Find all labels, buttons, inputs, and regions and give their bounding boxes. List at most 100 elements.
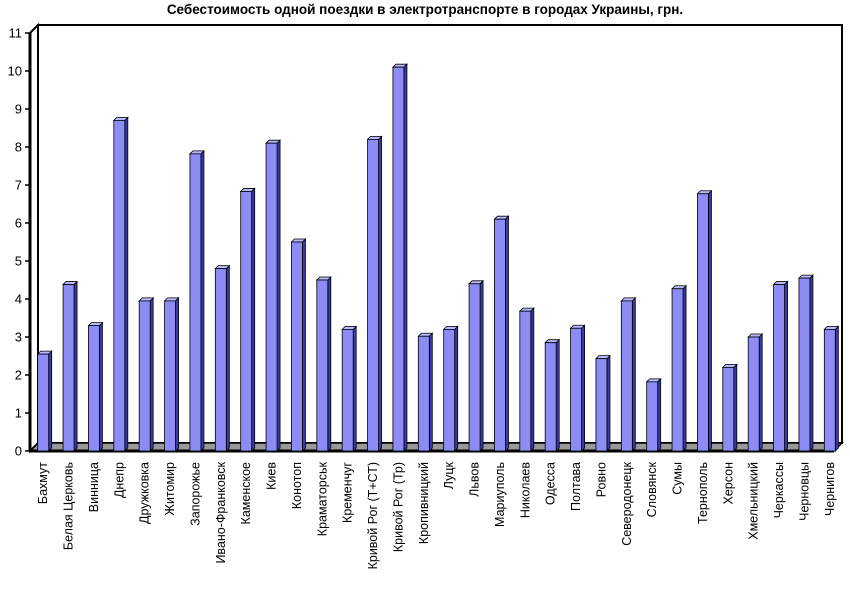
bar-front — [798, 277, 811, 452]
bar-front — [316, 279, 329, 452]
bar-side — [175, 296, 179, 452]
bar-side — [73, 280, 78, 452]
bar-front — [823, 328, 836, 452]
x-tick-label: Бахмут — [36, 462, 50, 504]
bar — [797, 274, 814, 452]
bar — [747, 333, 764, 452]
bar-top — [594, 355, 611, 360]
x-tick-label: Кременчуг — [341, 462, 355, 523]
x-tick-label: Дружковка — [138, 462, 152, 524]
bar-front — [519, 310, 532, 452]
y-tick-label: 2 — [15, 368, 22, 383]
bar-top — [747, 333, 764, 338]
x-tick-label: Сумы — [671, 462, 685, 495]
bar-side — [809, 274, 814, 452]
x-tick-label: Житомир — [163, 462, 177, 516]
bar — [493, 215, 510, 452]
bar-top — [620, 297, 637, 302]
bar-front — [494, 218, 506, 452]
bar-top — [163, 297, 180, 302]
bar-front — [697, 193, 709, 452]
bar — [341, 325, 358, 452]
bar — [188, 149, 205, 452]
bar-top — [797, 274, 814, 279]
bar-side — [352, 325, 357, 452]
bar — [417, 332, 434, 452]
bar-front — [722, 366, 735, 452]
x-tick-label: Кропивницкий — [417, 462, 431, 544]
bar-front — [443, 328, 456, 452]
x-tick-label: Киев — [265, 462, 279, 490]
x-tick-label: Ровно — [594, 462, 608, 497]
bar-side — [834, 325, 839, 452]
y-tick-label: 4 — [15, 292, 22, 307]
bar-top — [696, 190, 713, 195]
bar-front — [570, 327, 582, 452]
bar-side — [200, 149, 205, 452]
bar-top — [87, 322, 104, 327]
bar-front — [291, 241, 303, 452]
bars — [36, 63, 840, 452]
bar — [391, 63, 408, 452]
bar-top — [569, 324, 586, 329]
bar-side — [378, 135, 382, 452]
bar — [62, 280, 79, 452]
bar-top — [62, 281, 79, 285]
bar — [163, 296, 180, 452]
y-tick-label: 5 — [15, 254, 22, 269]
bar-side — [505, 215, 509, 452]
bar-front — [88, 325, 100, 452]
bar-front — [773, 284, 785, 452]
x-tick-label: Северодонецк — [620, 461, 634, 545]
bar-top — [214, 265, 231, 270]
bar-front — [646, 381, 659, 452]
bar-side — [479, 279, 484, 452]
bar-side — [327, 276, 332, 452]
bar-side — [733, 363, 738, 452]
bar-front — [595, 358, 608, 452]
bar-side — [530, 307, 535, 452]
bar-front — [468, 283, 481, 452]
bar-top — [493, 215, 510, 220]
x-tick-label: Краматорськ — [315, 461, 329, 536]
bar-side — [606, 354, 611, 452]
bar-side — [302, 238, 306, 452]
bar-top — [391, 63, 408, 68]
x-tick-label: Полтава — [569, 462, 583, 511]
bar-side — [428, 332, 433, 452]
bar-side — [758, 333, 763, 452]
bar — [620, 296, 637, 452]
y-tick-label: 7 — [15, 178, 22, 193]
y-tick-label: 3 — [15, 330, 22, 345]
bar-side — [581, 324, 585, 452]
bar — [239, 187, 256, 452]
bar-side — [48, 350, 53, 452]
bar-top — [265, 139, 282, 144]
y-tick-label: 6 — [15, 216, 22, 231]
bar-side — [454, 325, 459, 452]
bar — [594, 354, 611, 452]
x-tick-label: Ивано-Франковск — [214, 461, 228, 563]
bar-front — [367, 138, 379, 452]
bar-front — [62, 284, 75, 452]
x-tick-label: Винница — [87, 462, 101, 512]
y-tick-label: 11 — [9, 26, 23, 41]
bar — [518, 307, 535, 452]
bar-top — [290, 238, 307, 243]
bar — [290, 238, 307, 452]
bar — [138, 296, 155, 452]
bar-front — [37, 353, 50, 452]
bar — [36, 350, 53, 452]
bar-side — [682, 284, 687, 452]
x-tick-label: Николаев — [518, 462, 532, 518]
bar-top — [188, 150, 205, 155]
x-tick-label: Запорожье — [188, 462, 202, 526]
bar-top — [721, 363, 738, 368]
bar-front — [189, 153, 202, 452]
bar-front — [620, 300, 633, 452]
bar-side — [403, 63, 408, 452]
bar — [544, 338, 561, 452]
bar-top — [671, 285, 688, 290]
bar-front — [417, 335, 430, 452]
bar-front — [113, 120, 126, 452]
